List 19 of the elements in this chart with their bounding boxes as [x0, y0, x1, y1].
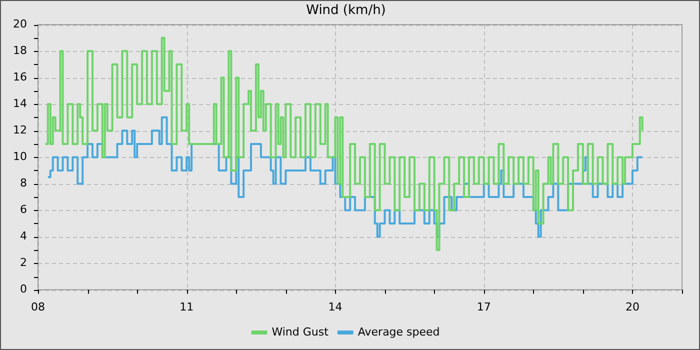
- legend-label: Average speed: [358, 325, 440, 338]
- chart-title: Wind (km/h): [306, 3, 386, 18]
- x-tick-label: 17: [476, 300, 491, 314]
- x-tick-label: 14: [328, 300, 342, 314]
- y-tick-label: 20: [12, 17, 27, 30]
- y-tick-label: 10: [12, 150, 27, 164]
- x-tick-label: 08: [30, 300, 45, 314]
- y-tick-label: 4: [20, 230, 27, 243]
- y-tick-label: 2: [20, 256, 27, 270]
- y-tick-label: 12: [12, 124, 27, 137]
- x-tick-label: 20: [625, 300, 640, 314]
- y-tick-label: 16: [12, 70, 27, 84]
- y-tick-label: 14: [12, 97, 27, 110]
- x-tick-label: 11: [180, 300, 194, 314]
- legend-label: Wind Gust: [272, 325, 330, 338]
- y-tick-label: 18: [12, 44, 27, 57]
- y-tick-label: 0: [20, 282, 27, 296]
- y-tick-label: 8: [20, 176, 27, 190]
- y-tick-label: 6: [20, 203, 27, 216]
